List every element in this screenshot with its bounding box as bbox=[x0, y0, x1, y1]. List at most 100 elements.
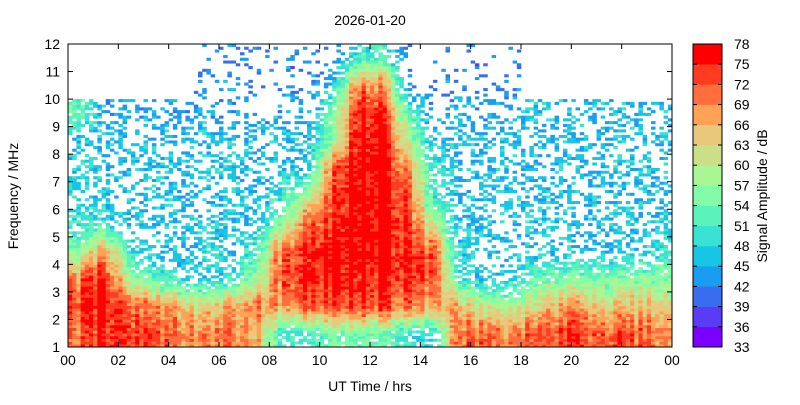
heatmap-cell bbox=[105, 291, 111, 295]
heatmap-cell bbox=[88, 335, 94, 340]
heatmap-cell bbox=[349, 214, 354, 218]
heatmap-cell bbox=[365, 148, 371, 152]
heatmap-cell bbox=[214, 308, 220, 312]
heatmap-cell bbox=[130, 258, 136, 262]
heatmap-cell bbox=[281, 176, 287, 180]
heatmap-cell bbox=[273, 223, 279, 227]
heatmap-cell bbox=[105, 319, 111, 323]
heatmap-cell bbox=[244, 264, 249, 268]
heatmap-cell bbox=[143, 173, 148, 177]
heatmap-cell bbox=[344, 115, 350, 119]
heatmap-cell bbox=[214, 49, 220, 53]
heatmap-cell bbox=[143, 176, 148, 180]
heatmap-cell bbox=[365, 74, 371, 78]
heatmap-cell bbox=[189, 319, 195, 323]
heatmap-cell bbox=[298, 272, 304, 276]
heatmap-cell bbox=[93, 302, 98, 306]
heatmap-cell bbox=[97, 280, 102, 284]
heatmap-cell bbox=[332, 324, 337, 329]
heatmap-cell bbox=[193, 311, 199, 315]
heatmap-cell bbox=[160, 264, 165, 268]
heatmap-cell bbox=[323, 156, 329, 160]
heatmap-cell bbox=[252, 242, 258, 246]
heatmap-cell bbox=[84, 311, 90, 315]
heatmap-cell bbox=[206, 242, 211, 246]
heatmap-cell bbox=[374, 140, 379, 144]
heatmap-cell bbox=[130, 291, 136, 295]
heatmap-cell bbox=[319, 311, 325, 315]
heatmap-cell bbox=[109, 302, 115, 306]
heatmap-cell bbox=[286, 278, 291, 282]
heatmap-cell bbox=[349, 173, 354, 177]
heatmap-cell bbox=[370, 112, 375, 116]
heatmap-cell bbox=[244, 217, 249, 221]
heatmap-cell bbox=[336, 71, 341, 75]
heatmap-cell bbox=[374, 280, 379, 284]
heatmap-cell bbox=[260, 272, 266, 276]
heatmap-cell bbox=[202, 286, 207, 290]
heatmap-cell bbox=[365, 173, 371, 177]
heatmap-cell bbox=[185, 256, 190, 260]
heatmap-cell bbox=[177, 297, 182, 301]
heatmap-cell bbox=[252, 327, 258, 331]
heatmap-cell bbox=[122, 324, 128, 329]
heatmap-cell bbox=[219, 250, 224, 254]
heatmap-cell bbox=[307, 220, 312, 224]
heatmap-cell bbox=[286, 201, 291, 205]
heatmap-cell bbox=[227, 145, 232, 149]
heatmap-cell bbox=[185, 126, 190, 130]
heatmap-cell bbox=[286, 319, 291, 323]
heatmap-cell bbox=[189, 341, 195, 345]
heatmap-cell bbox=[357, 283, 362, 287]
heatmap-cell bbox=[193, 313, 199, 317]
heatmap-cell bbox=[311, 203, 316, 207]
heatmap-cell bbox=[344, 90, 350, 94]
heatmap-cell bbox=[323, 121, 329, 125]
heatmap-cell bbox=[109, 228, 115, 232]
heatmap-cell bbox=[126, 305, 132, 309]
heatmap-cell bbox=[93, 261, 98, 265]
heatmap-cell bbox=[244, 203, 249, 207]
heatmap-cell bbox=[164, 121, 169, 125]
heatmap-cell bbox=[223, 283, 228, 287]
heatmap-cell bbox=[105, 225, 111, 229]
heatmap-cell bbox=[273, 209, 279, 213]
heatmap-cell bbox=[315, 294, 320, 298]
heatmap-cell bbox=[80, 225, 86, 229]
heatmap-cell bbox=[68, 132, 73, 136]
heatmap-cell bbox=[361, 228, 367, 232]
heatmap-cell bbox=[349, 291, 354, 295]
heatmap-cell bbox=[97, 330, 102, 334]
heatmap-cell bbox=[239, 212, 245, 216]
heatmap-cell bbox=[252, 134, 258, 138]
heatmap-cell bbox=[93, 286, 98, 290]
heatmap-cell bbox=[239, 297, 245, 301]
heatmap-cell bbox=[315, 115, 320, 119]
heatmap-cell bbox=[202, 126, 207, 130]
heatmap-cell bbox=[143, 198, 148, 202]
heatmap-cell bbox=[298, 289, 304, 293]
heatmap-cell bbox=[223, 231, 228, 235]
heatmap-cell bbox=[332, 77, 337, 81]
heatmap-cell bbox=[168, 322, 174, 326]
heatmap-cell bbox=[349, 66, 354, 70]
heatmap-cell bbox=[84, 217, 90, 221]
heatmap-cell bbox=[281, 187, 287, 191]
heatmap-cell bbox=[370, 88, 375, 92]
heatmap-cell bbox=[298, 220, 304, 224]
heatmap-cell bbox=[294, 236, 299, 240]
heatmap-cell bbox=[210, 203, 216, 207]
heatmap-cell bbox=[227, 300, 232, 304]
heatmap-cell bbox=[319, 294, 325, 298]
heatmap-cell bbox=[118, 129, 123, 133]
heatmap-cell bbox=[269, 338, 274, 342]
heatmap-cell bbox=[198, 291, 203, 295]
heatmap-cell bbox=[353, 99, 358, 103]
heatmap-cell bbox=[353, 112, 358, 116]
heatmap-cell bbox=[109, 280, 115, 284]
heatmap-cell bbox=[239, 335, 245, 340]
heatmap-cell bbox=[344, 228, 350, 232]
heatmap-cell bbox=[353, 203, 358, 207]
heatmap-cell bbox=[315, 90, 320, 94]
heatmap-cell bbox=[328, 245, 333, 249]
